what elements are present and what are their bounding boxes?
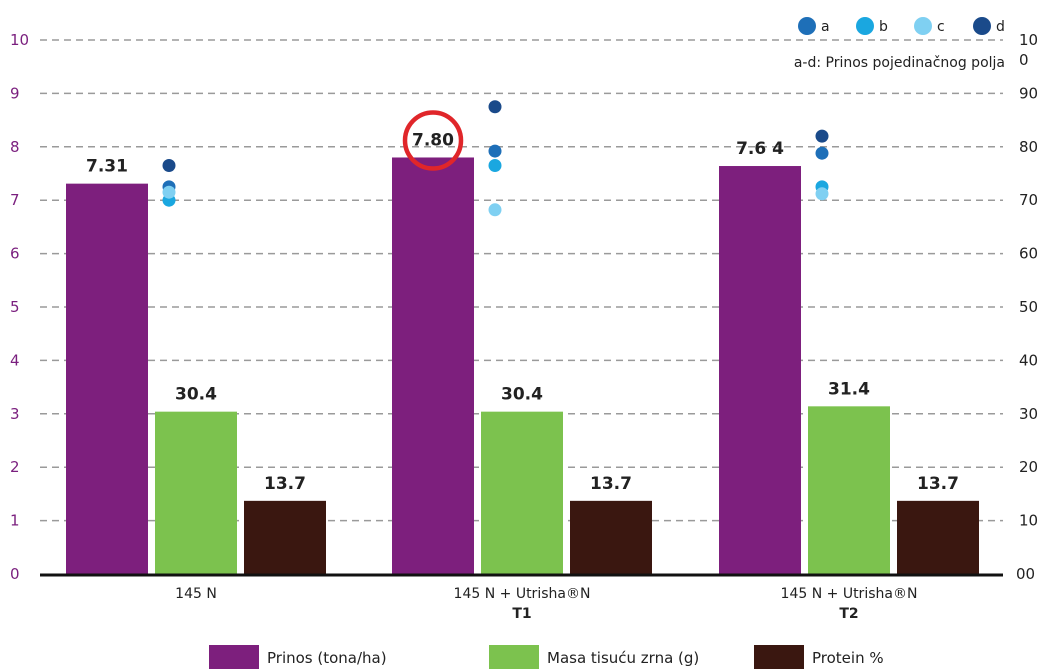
- y-tick-label-left: 0: [10, 565, 20, 583]
- bar: [392, 157, 474, 575]
- legend-swatch: [489, 645, 539, 669]
- y-tick-label-left: 1: [10, 512, 20, 530]
- legend-label: Masa tisuću zrna (g): [547, 649, 699, 667]
- x-tick-label: 145 N + Utrisha®N: [454, 586, 591, 602]
- bar: [481, 411, 563, 574]
- x-tick-sublabel: T2: [839, 606, 858, 622]
- y-tick-label-right: 90: [1019, 84, 1038, 102]
- legend-dot-label: a: [821, 19, 830, 35]
- y-tick-label-right: 60: [1019, 245, 1038, 263]
- bar: [66, 183, 148, 574]
- legend-note: a-d: Prinos pojedinačnog polja: [794, 55, 1005, 71]
- data-label: 13.7: [917, 474, 959, 494]
- y-tick-label-left: 9: [10, 84, 20, 102]
- x-tick-label: 145 N + Utrisha®N: [781, 586, 918, 602]
- data-label: 7.80: [412, 130, 454, 150]
- x-tick-label: 145 N: [175, 586, 217, 602]
- y-tick-label-left: 3: [10, 405, 20, 423]
- field-point: [488, 203, 502, 217]
- x-tick-sublabel: T1: [512, 606, 531, 622]
- y-tick-label-right: 00: [1016, 565, 1035, 583]
- data-label: 13.7: [590, 474, 632, 494]
- field-point: [488, 158, 502, 172]
- bar: [897, 500, 979, 574]
- legend-dot: [856, 17, 874, 35]
- y-tick-label-left: 7: [10, 191, 20, 209]
- y-tick-label-left: 10: [10, 31, 29, 49]
- y-tick-label-left: 4: [10, 351, 20, 369]
- y-tick-label-left: 6: [10, 245, 20, 263]
- data-label: 30.4: [501, 385, 543, 405]
- y-tick-label-right: 30: [1019, 405, 1038, 423]
- highlight-ring: [402, 110, 464, 171]
- bar: [808, 406, 890, 574]
- y-tick-label-left: 2: [10, 458, 20, 476]
- y-tick-label-right: 0: [1019, 51, 1029, 69]
- field-point: [815, 146, 829, 160]
- legend-dot: [914, 17, 932, 35]
- legend-dot: [973, 17, 991, 35]
- legend-dot-label: c: [937, 19, 945, 35]
- data-label: 30.4: [175, 385, 217, 405]
- legend-label: Protein %: [812, 649, 884, 667]
- y-tick-label-right: 10: [1019, 31, 1038, 49]
- y-tick-label-right: 10: [1019, 512, 1038, 530]
- bar: [244, 500, 326, 574]
- legend-label: Prinos (tona/ha): [267, 649, 387, 667]
- data-label: 31.4: [828, 379, 870, 399]
- y-tick-label-right: 70: [1019, 191, 1038, 209]
- data-label: 13.7: [264, 474, 306, 494]
- y-tick-label-right: 50: [1019, 298, 1038, 316]
- field-point: [815, 187, 829, 201]
- y-tick-label-left: 5: [10, 298, 20, 316]
- data-label: 7.31: [86, 157, 128, 177]
- y-tick-label-right: 40: [1019, 351, 1038, 369]
- field-point: [815, 129, 829, 143]
- legend-dot-label: d: [996, 19, 1005, 35]
- bar: [719, 166, 801, 575]
- legend-dot: [798, 17, 816, 35]
- y-tick-label-right: 80: [1019, 138, 1038, 156]
- y-tick-label-right: 20: [1019, 458, 1038, 476]
- field-point: [488, 100, 502, 114]
- y-tick-label-left: 8: [10, 138, 20, 156]
- field-point: [488, 144, 502, 158]
- data-label: 7.6 4: [736, 139, 784, 159]
- legend-swatch: [209, 645, 259, 669]
- legend-dot-label: b: [879, 19, 888, 35]
- field-point: [162, 185, 176, 199]
- legend-swatch: [754, 645, 804, 669]
- field-point: [162, 158, 176, 172]
- bar: [155, 411, 237, 574]
- bar: [570, 500, 652, 574]
